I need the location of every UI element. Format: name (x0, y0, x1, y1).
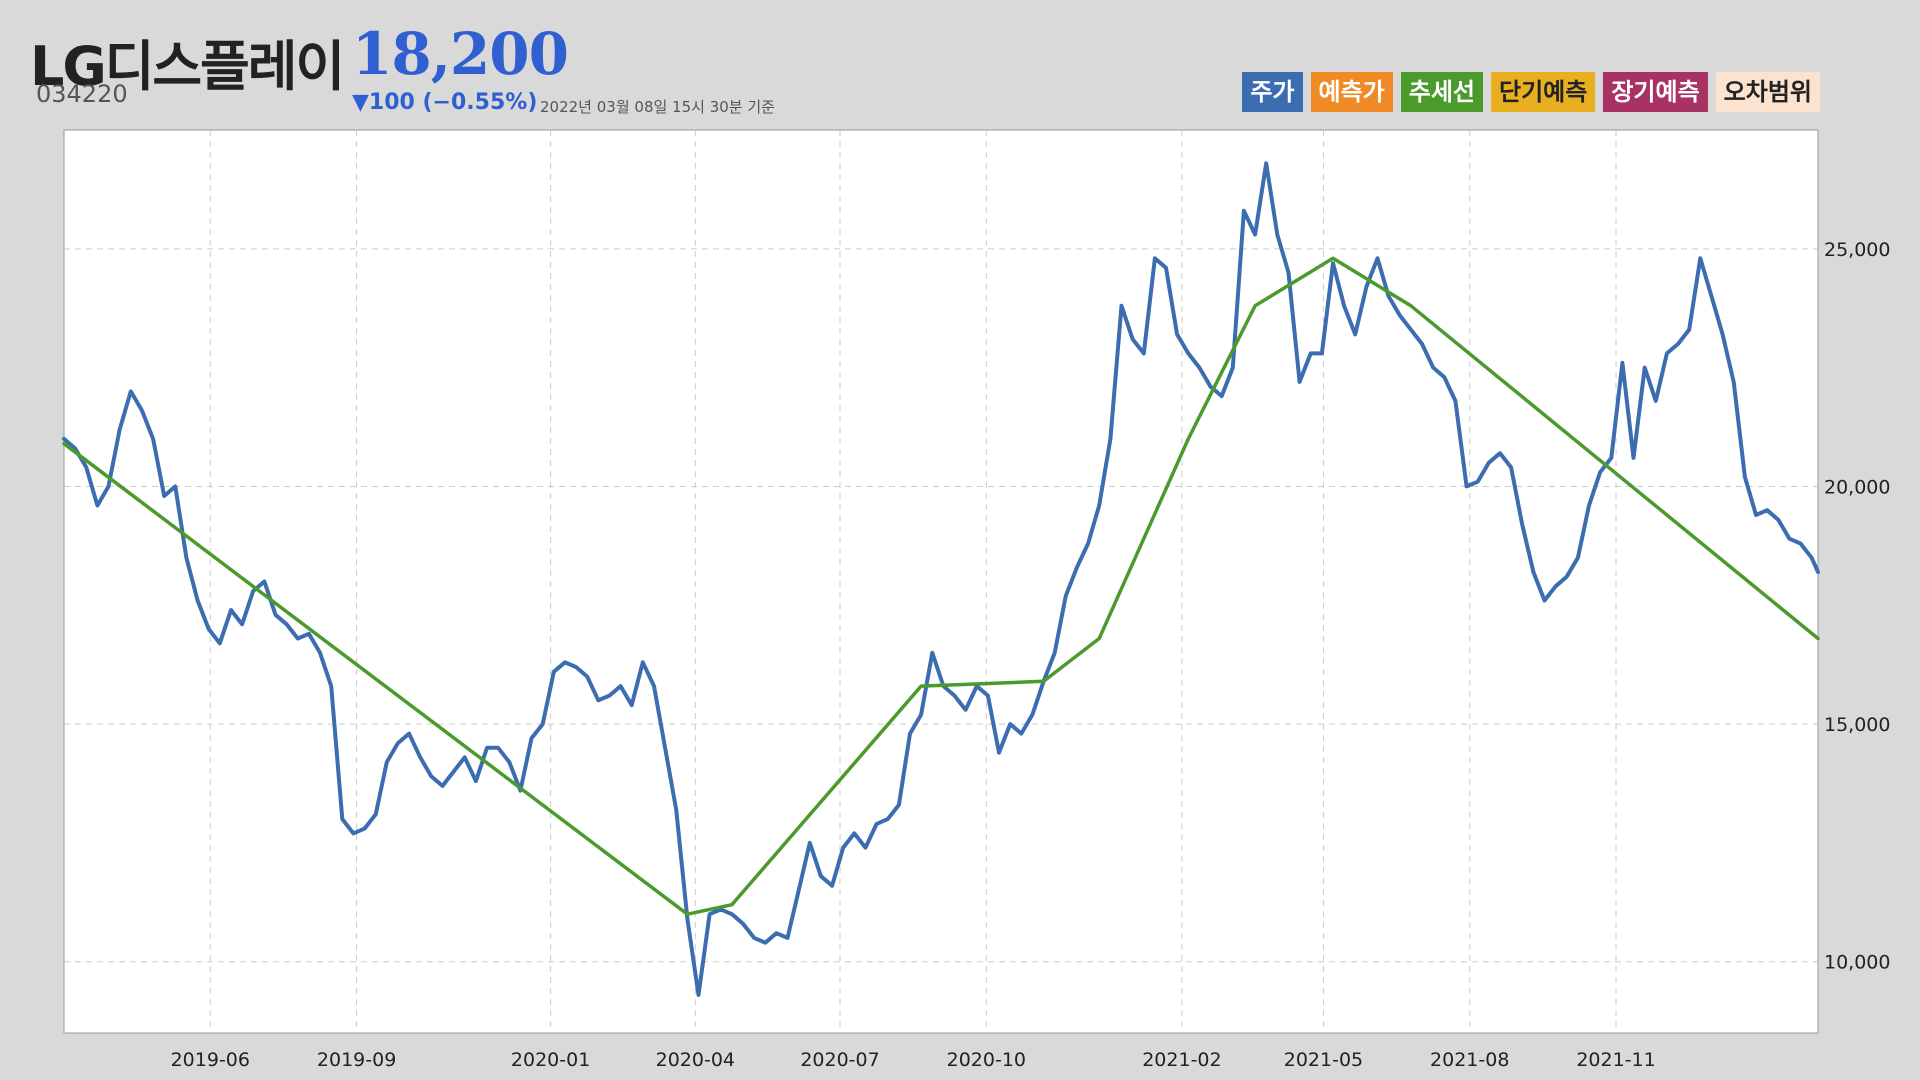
legend-item-long-term[interactable]: 장기예측 (1603, 72, 1708, 112)
legend-item-price[interactable]: 주가 (1242, 72, 1303, 112)
timestamp: 2022년 03월 08일 15시 30분 기준 (540, 98, 775, 116)
current-price: 18,200 (352, 20, 569, 88)
x-tick-label: 2020-07 (800, 1049, 879, 1071)
plot-area (63, 129, 1819, 1034)
x-tick-label: 2019-09 (317, 1049, 396, 1071)
stock-code: 034220 (36, 80, 128, 108)
x-tick-label: 2020-10 (947, 1049, 1026, 1071)
x-tick-label: 2020-01 (511, 1049, 590, 1071)
legend-item-short-term[interactable]: 단기예측 (1491, 72, 1596, 112)
y-tick-label: 20,000 (1824, 476, 1890, 498)
x-tick-label: 2021-02 (1142, 1049, 1221, 1071)
x-tick-label: 2019-06 (171, 1049, 250, 1071)
x-tick-label: 2021-08 (1430, 1049, 1509, 1071)
price-change: ▼100 (−0.55%) (352, 90, 538, 115)
x-tick-label: 2021-05 (1284, 1049, 1363, 1071)
legend-item-forecast[interactable]: 예측가 (1310, 72, 1393, 112)
y-tick-label: 15,000 (1824, 714, 1890, 736)
company-name: LG디스플레이 (30, 35, 345, 98)
legend: 주가 예측가 추세선 단기예측 장기예측 오차범위 (1242, 72, 1820, 112)
legend-item-trend[interactable]: 추세선 (1400, 72, 1484, 112)
x-tick-label: 2020-04 (656, 1049, 735, 1071)
legend-item-error-range[interactable]: 오차범위 (1715, 72, 1820, 112)
x-tick-label: 2021-11 (1576, 1049, 1655, 1071)
trend-series-line (62, 256, 1820, 916)
y-tick-label: 25,000 (1824, 239, 1890, 261)
y-tick-label: 10,000 (1824, 952, 1890, 974)
